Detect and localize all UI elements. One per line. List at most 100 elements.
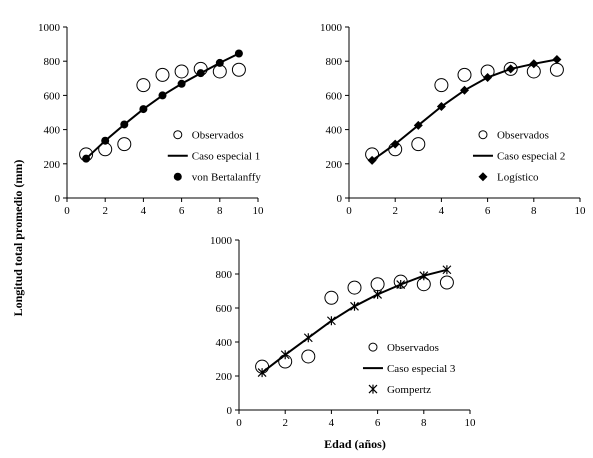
observed-point	[98, 142, 113, 157]
x-tick-label: 0	[236, 417, 242, 429]
y-tick-label: 0	[337, 193, 343, 205]
chart-panel-3: 0 200 400 600 800 1000 0 2 4 6 8 10 Observados Caso e…	[210, 235, 476, 429]
x-tick-label: 6	[179, 205, 185, 217]
x-tick-label: 8	[531, 205, 537, 217]
observed-point	[457, 67, 472, 82]
legend-label: Observados	[387, 342, 439, 354]
legend-marker	[173, 172, 182, 181]
observed-point	[212, 64, 227, 79]
model-point	[196, 69, 205, 78]
model-point	[552, 54, 562, 64]
model-point	[82, 154, 91, 163]
model-point	[177, 79, 186, 88]
legend-label: Logístico	[497, 172, 539, 184]
observed-point	[79, 147, 94, 162]
x-tick-label: 4	[329, 417, 335, 429]
x-tick-label: 2	[392, 205, 398, 217]
fitted-curve-line	[85, 52, 240, 160]
y-tick-label: 1000	[210, 235, 233, 247]
legend-label: Caso especial 1	[192, 151, 260, 163]
legend-label: Gompertz	[387, 384, 431, 396]
model-point	[303, 333, 313, 343]
observed-point	[416, 277, 431, 292]
y-tick-label: 200	[44, 159, 61, 171]
y-tick-label: 600	[44, 90, 61, 102]
model-point	[436, 102, 446, 112]
observed-point	[347, 280, 362, 295]
observed-point	[255, 359, 270, 374]
legend-label: Caso especial 3	[387, 363, 456, 375]
x-tick-label: 2	[102, 205, 108, 217]
x-tick-label: 0	[346, 205, 352, 217]
observed-point	[411, 137, 426, 152]
y-tick-label: 600	[216, 303, 233, 315]
observed-point	[174, 64, 189, 79]
legend-marker	[368, 342, 378, 352]
model-point	[390, 139, 400, 149]
model-point	[367, 155, 377, 165]
x-tick-label: 6	[375, 417, 381, 429]
observed-point	[549, 62, 564, 77]
legend-marker	[368, 384, 378, 394]
y-tick-label: 800	[44, 56, 61, 68]
y-tick-label: 400	[216, 337, 233, 349]
x-tick-label: 4	[439, 205, 445, 217]
legend-marker	[173, 130, 183, 140]
observed-point	[503, 61, 518, 76]
y-tick-label: 200	[326, 159, 343, 171]
legend-marker	[478, 130, 488, 140]
x-tick-label: 8	[217, 205, 223, 217]
model-point	[483, 72, 493, 82]
legend-label: Observados	[192, 130, 244, 142]
model-point	[158, 91, 167, 100]
legend-label: Caso especial 2	[497, 151, 565, 163]
y-tick-label: 1000	[38, 22, 61, 34]
observed-point	[365, 147, 380, 162]
observed-point	[480, 64, 495, 79]
y-tick-label: 800	[216, 269, 233, 281]
observed-point	[155, 67, 170, 82]
model-point	[460, 85, 469, 95]
chart-panel-1: 0 200 400 600 800 1000 0 2 4 6 8 10 Observados Caso e…	[38, 22, 264, 217]
observed-point	[136, 78, 151, 93]
x-tick-label: 4	[141, 205, 147, 217]
y-tick-label: 200	[216, 371, 233, 383]
legend-label: Observados	[497, 130, 549, 142]
model-point	[529, 59, 539, 69]
model-point	[442, 265, 452, 275]
model-point	[413, 120, 423, 130]
x-tick-label: 10	[465, 417, 477, 429]
x-tick-label: 0	[64, 205, 70, 217]
y-tick-label: 400	[44, 125, 61, 137]
x-tick-label: 2	[282, 417, 288, 429]
x-tick-label: 10	[575, 205, 587, 217]
observed-point	[324, 290, 339, 305]
model-point	[234, 49, 243, 58]
observed-point	[301, 349, 316, 364]
y-tick-label: 800	[326, 56, 343, 68]
y-tick-label: 1000	[320, 22, 343, 34]
x-tick-label: 10	[253, 205, 265, 217]
model-point	[326, 316, 336, 326]
x-tick-label: 8	[421, 417, 427, 429]
model-point	[257, 368, 267, 378]
y-tick-label: 600	[326, 90, 343, 102]
observed-point	[193, 61, 208, 76]
observed-point	[278, 354, 293, 369]
y-tick-label: 0	[55, 193, 61, 205]
x-tick-label: 6	[485, 205, 491, 217]
observed-point	[231, 62, 246, 77]
observed-point	[388, 142, 403, 157]
model-point	[373, 289, 383, 299]
model-point	[350, 301, 359, 311]
model-point	[139, 105, 148, 114]
observed-point	[526, 64, 541, 79]
legend-marker	[478, 172, 488, 182]
observed-point	[393, 274, 408, 289]
observed-point	[117, 137, 132, 152]
y-tick-label: 0	[227, 405, 233, 417]
model-point	[506, 64, 516, 74]
chart-panel-2: 0 200 400 600 800 1000 0 2 4 6 8 10 Observados Caso e…	[320, 22, 586, 217]
figure-ylabel: Longitud total promedio (mm)	[11, 160, 25, 317]
